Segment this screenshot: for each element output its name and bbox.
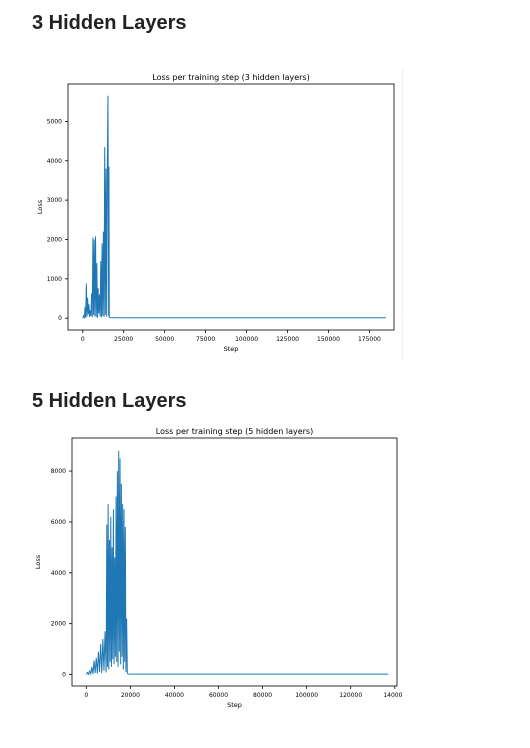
x-tick-label: 20000 <box>121 692 140 699</box>
y-tick-label: 0 <box>58 315 62 322</box>
loss-series-line <box>85 450 389 676</box>
y-tick-label: 3000 <box>47 197 62 204</box>
x-tick-label: 125000 <box>276 336 299 343</box>
loss-chart-3-hidden-layers: Loss per training step (3 hidden layers)… <box>30 68 403 360</box>
y-tick-label: 2000 <box>47 236 62 243</box>
x-tick-label: 0 <box>84 692 88 699</box>
x-tick-label: 0 <box>81 336 85 343</box>
x-axis-label: Step <box>224 345 239 353</box>
plot-frame <box>67 83 395 331</box>
chart-svg: Loss per training step (3 hidden layers)… <box>36 73 395 353</box>
x-tick-label: 150000 <box>317 336 340 343</box>
chart-title: Loss per training step (3 hidden layers) <box>152 73 309 82</box>
x-tick-label: 120000 <box>339 692 362 699</box>
x-tick-label: 75000 <box>196 336 215 343</box>
x-tick-label: 25000 <box>114 336 133 343</box>
y-tick-label: 6000 <box>51 519 66 526</box>
y-tick-label: 1000 <box>47 276 62 283</box>
y-tick-label: 8000 <box>51 468 66 475</box>
y-tick-label: 0 <box>62 672 66 679</box>
chart-title: Loss per training step (5 hidden layers) <box>156 427 313 436</box>
loss-chart-5-hidden-layers: Loss per training step (5 hidden layers)… <box>30 422 406 714</box>
x-tick-label: 50000 <box>155 336 174 343</box>
y-axis-label: Loss <box>34 554 42 569</box>
x-tick-label: 40000 <box>165 692 184 699</box>
x-tick-label: 100000 <box>295 692 318 699</box>
y-tick-label: 4000 <box>51 570 66 577</box>
y-tick-label: 5000 <box>47 118 62 125</box>
y-axis-label: Loss <box>36 199 44 214</box>
x-axis-label: Step <box>227 701 242 709</box>
plot-frame <box>71 437 398 687</box>
chart-svg: Loss per training step (5 hidden layers)… <box>34 427 406 709</box>
section-heading-3-hidden-layers: 3 Hidden Layers <box>32 12 187 34</box>
x-tick-label: 100000 <box>235 336 258 343</box>
loss-series-line <box>82 95 386 320</box>
y-tick-label: 2000 <box>51 621 66 628</box>
x-tick-label: 60000 <box>209 692 228 699</box>
x-tick-label: 175000 <box>358 336 381 343</box>
y-tick-label: 4000 <box>47 158 62 165</box>
section-heading-5-hidden-layers: 5 Hidden Layers <box>32 390 187 412</box>
x-tick-label: 80000 <box>253 692 272 699</box>
